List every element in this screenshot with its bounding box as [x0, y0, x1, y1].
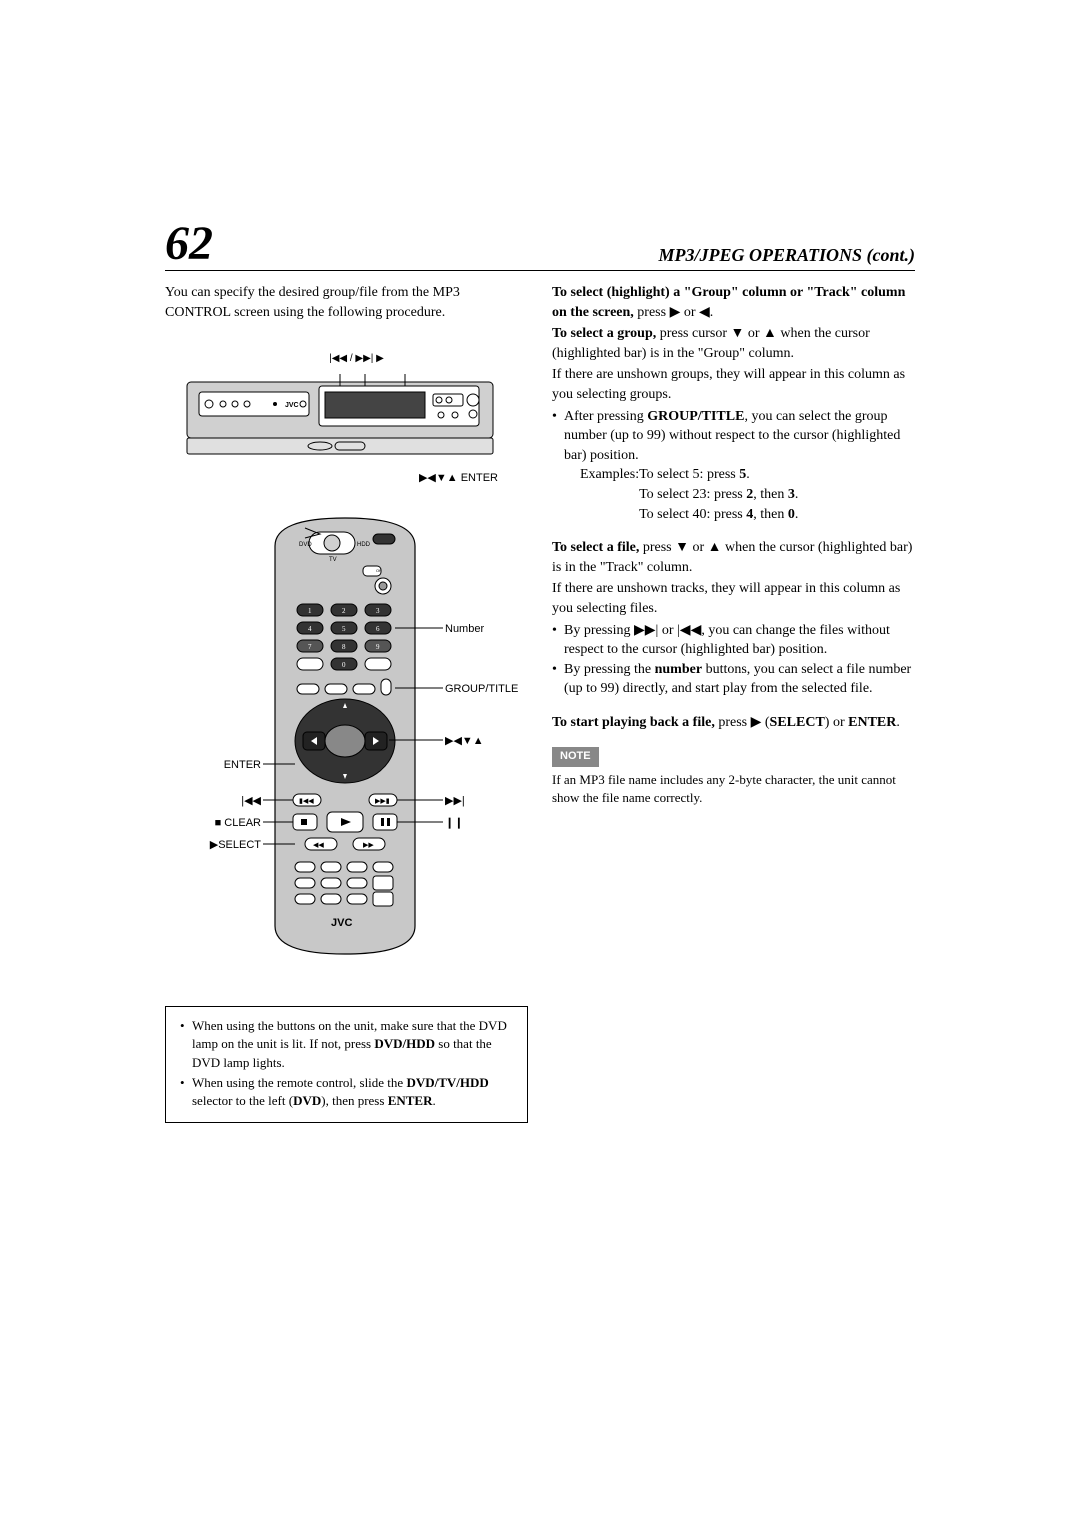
svg-text:3: 3 [376, 607, 380, 615]
note-tag: NOTE [552, 747, 599, 766]
notebox-item-1: When using the buttons on the unit, make… [180, 1017, 513, 1072]
svg-text:JVC: JVC [331, 917, 352, 929]
svg-text:JVC: JVC [285, 402, 299, 409]
svg-text:▮◀◀: ▮◀◀ [299, 797, 314, 805]
device-top-label: |◀◀ / ▶▶| ▶ [185, 352, 528, 366]
label-next: ▶▶| [445, 794, 465, 809]
svg-text:8: 8 [342, 643, 346, 651]
skip-bullet: By pressing ▶▶| or |◀◀, you can change t… [552, 621, 915, 660]
svg-text:▶▶: ▶▶ [363, 841, 374, 849]
label-number: Number [445, 622, 484, 637]
select-file-text: To select a file, press ▼ or ▲ when the … [552, 538, 915, 577]
svg-text:DVD: DVD [299, 542, 312, 548]
number-button-bullet: By pressing the number buttons, you can … [552, 660, 915, 699]
label-cursor: ▶◀▼▲ [445, 734, 484, 749]
select-group-text: To select a group, press cursor ▼ or ▲ w… [552, 324, 915, 363]
svg-text:HDD: HDD [357, 542, 371, 548]
section-title: MP3/JPEG OPERATIONS (cont.) [658, 243, 915, 268]
label-enter: ENTER [185, 758, 261, 773]
svg-text:9: 9 [376, 643, 380, 651]
svg-text:1: 1 [308, 607, 312, 615]
svg-text:4: 4 [308, 625, 312, 633]
svg-text:▶▶▮: ▶▶▮ [375, 797, 390, 805]
notebox-item-2: When using the remote control, slide the… [180, 1074, 513, 1110]
group-title-bullet: After pressing GROUP/TITLE, you can sele… [552, 407, 915, 525]
svg-text:◀◀: ◀◀ [313, 841, 324, 849]
start-playing-text: To start playing back a file, press ▶ (S… [552, 713, 915, 733]
label-prev: |◀◀ [185, 794, 261, 809]
remote-illustration: DVD HDD TV Off 1 2 3 4 5 6 [185, 516, 528, 966]
label-select: ▶SELECT [185, 838, 261, 853]
svg-text:6: 6 [376, 625, 380, 633]
intro-text: You can specify the desired group/file f… [165, 283, 528, 322]
label-group-title: GROUP/TITLE [445, 682, 518, 697]
svg-text:5: 5 [342, 625, 346, 633]
label-pause: ❙❙ [445, 816, 463, 831]
unshown-groups-text: If there are unshown groups, they will a… [552, 365, 915, 404]
svg-text:0: 0 [342, 661, 346, 669]
usage-note-box: When using the buttons on the unit, make… [165, 1006, 528, 1123]
svg-text:Off: Off [376, 568, 382, 573]
device-enter-label: ▶◀▼▲ ENTER [185, 471, 498, 486]
page-number: 62 [165, 220, 213, 268]
device-illustration: |◀◀ / ▶▶| ▶ JVC [185, 352, 528, 486]
svg-text:2: 2 [342, 607, 346, 615]
svg-text:7: 7 [308, 643, 312, 651]
svg-text:TV: TV [329, 557, 337, 563]
unshown-tracks-text: If there are unshown tracks, they will a… [552, 579, 915, 618]
select-column-text: To select (highlight) a "Group" column o… [552, 283, 915, 322]
label-clear: ■ CLEAR [185, 816, 261, 831]
note-text: If an MP3 file name includes any 2-byte … [552, 771, 915, 807]
